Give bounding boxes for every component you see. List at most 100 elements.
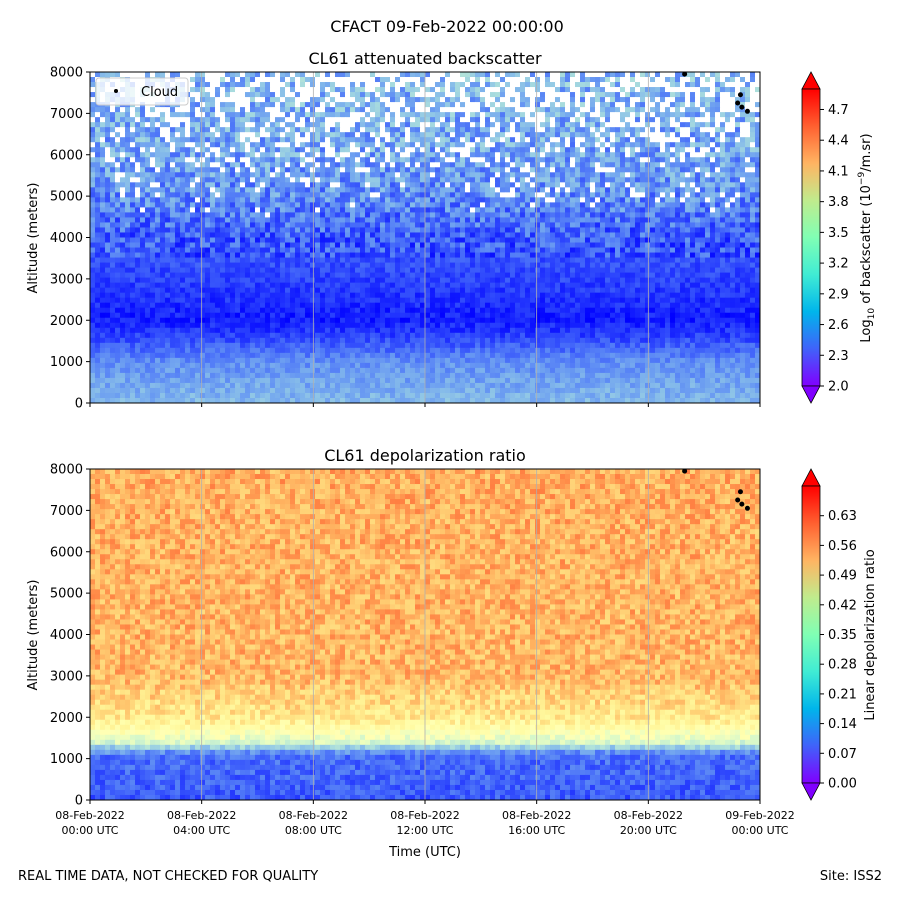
heatmap-cell xyxy=(340,207,346,213)
heatmap-cell xyxy=(225,242,231,248)
heatmap-cell xyxy=(730,87,736,93)
heatmap-cell xyxy=(115,237,121,243)
heatmap-cell xyxy=(615,172,621,178)
heatmap-cell xyxy=(345,137,351,143)
heatmap-cell xyxy=(160,142,166,148)
heatmap-cell xyxy=(480,152,486,158)
heatmap-cell xyxy=(215,127,221,133)
heatmap-cell xyxy=(350,157,356,163)
heatmap-cell xyxy=(245,157,251,163)
heatmap-cell xyxy=(435,97,441,103)
heatmap-cell xyxy=(710,177,716,183)
heatmap-cell xyxy=(540,212,546,218)
heatmap-cell xyxy=(185,142,191,148)
heatmap-cell xyxy=(600,167,606,173)
heatmap-cell xyxy=(560,92,566,98)
heatmap-cell xyxy=(210,187,216,193)
heatmap-cell xyxy=(275,132,281,138)
heatmap-cell xyxy=(485,177,491,183)
heatmap-cell xyxy=(660,142,666,148)
heatmap-cell xyxy=(150,227,156,233)
heatmap-cell xyxy=(430,127,436,133)
heatmap-cell xyxy=(745,102,751,108)
heatmap-cell xyxy=(510,182,516,188)
heatmap-cell xyxy=(560,167,566,173)
heatmap-cell xyxy=(670,97,676,103)
heatmap-cell xyxy=(635,237,641,243)
heatmap-cell xyxy=(385,197,391,203)
heatmap-cell xyxy=(310,137,316,143)
heatmap-cell xyxy=(265,102,271,108)
heatmap-cell xyxy=(690,222,696,228)
heatmap-cell xyxy=(295,187,301,193)
heatmap-cell xyxy=(580,182,586,188)
heatmap-cell xyxy=(640,197,646,203)
heatmap-cell xyxy=(750,137,756,143)
heatmap-cell xyxy=(250,87,256,93)
heatmap-cell xyxy=(260,172,266,178)
heatmap-cell xyxy=(195,107,201,113)
heatmap-cell xyxy=(290,127,296,133)
heatmap-cell xyxy=(645,242,651,248)
heatmap-cell xyxy=(555,137,561,143)
heatmap-cell xyxy=(150,157,156,163)
heatmap-cell xyxy=(190,232,196,238)
heatmap-cell xyxy=(730,212,736,218)
heatmap-cell xyxy=(585,232,591,238)
heatmap-cell xyxy=(440,152,446,158)
heatmap-cell xyxy=(220,197,226,203)
heatmap-cell xyxy=(430,107,436,113)
heatmap-cell xyxy=(565,237,571,243)
heatmap-cell xyxy=(715,82,721,88)
heatmap-cell xyxy=(285,182,291,188)
heatmap-cell xyxy=(680,232,686,238)
heatmap-cell xyxy=(710,212,716,218)
heatmap-cell xyxy=(630,207,636,213)
heatmap-cell xyxy=(630,242,636,248)
heatmap-cell xyxy=(635,82,641,88)
heatmap-cell xyxy=(290,182,296,188)
heatmap-cell xyxy=(125,242,131,248)
heatmap-cell xyxy=(175,252,181,258)
heatmap-cell xyxy=(340,117,346,123)
heatmap-cell xyxy=(155,137,161,143)
heatmap-cell xyxy=(165,142,171,148)
heatmap-cell xyxy=(370,212,376,218)
heatmap-cell xyxy=(380,232,386,238)
heatmap-cell xyxy=(615,147,621,153)
heatmap-cell xyxy=(205,142,211,148)
heatmap-cell xyxy=(265,132,271,138)
heatmap-cell xyxy=(200,87,206,93)
heatmap-cell xyxy=(385,142,391,148)
heatmap-cell xyxy=(160,242,166,248)
heatmap-cell xyxy=(380,227,386,233)
heatmap-cell xyxy=(685,127,691,133)
heatmap-cell xyxy=(725,147,731,153)
heatmap-cell xyxy=(685,112,691,118)
heatmap-cell xyxy=(435,122,441,128)
heatmap-cell xyxy=(365,177,371,183)
heatmap-cell xyxy=(400,137,406,143)
heatmap-cell xyxy=(635,157,641,163)
heatmap-cell xyxy=(115,142,121,148)
heatmap-cell xyxy=(235,137,241,143)
heatmap-cell xyxy=(345,227,351,233)
heatmap-cell xyxy=(195,227,201,233)
heatmap-cell xyxy=(555,127,561,133)
heatmap-cell xyxy=(645,107,651,113)
heatmap-cell xyxy=(595,92,601,98)
heatmap-cell xyxy=(680,87,686,93)
heatmap-cell xyxy=(140,222,146,228)
heatmap-cell xyxy=(220,227,226,233)
heatmap-cell xyxy=(625,142,631,148)
heatmap-cell xyxy=(725,247,731,253)
heatmap-cell xyxy=(600,247,606,253)
heatmap-cell xyxy=(270,167,276,173)
heatmap-cell xyxy=(630,92,636,98)
heatmap-cell xyxy=(465,77,471,83)
heatmap-cell xyxy=(355,192,361,198)
heatmap-cell xyxy=(570,222,576,228)
heatmap-cell xyxy=(485,247,491,253)
heatmap-cell xyxy=(300,207,306,213)
